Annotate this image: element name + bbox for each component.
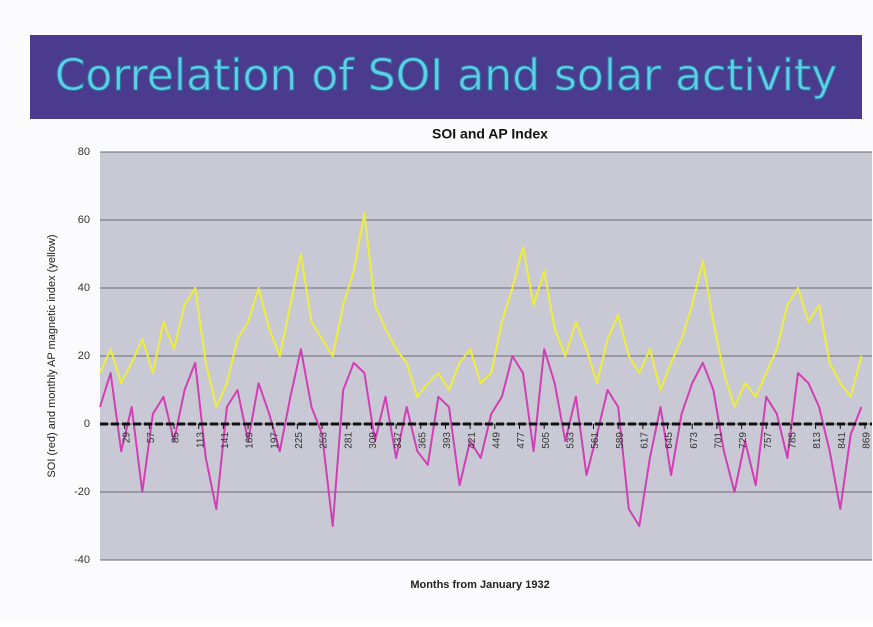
series-line [99, 212, 863, 408]
y-tick-label: 80 [78, 146, 90, 158]
x-tick-label: 533 [565, 432, 576, 449]
x-tick-label: 141 [220, 432, 231, 449]
y-tick-label: 60 [78, 214, 90, 226]
x-tick-label: 505 [541, 432, 552, 449]
x-tick-label: 645 [664, 432, 675, 449]
x-tick-label: 589 [615, 432, 626, 449]
y-axis-label: SOI (red) and monthly AP magnetic index … [46, 234, 58, 477]
x-tick-label: 225 [294, 432, 305, 449]
x-tick-label: 701 [714, 432, 725, 449]
x-tick-label: 869 [862, 432, 873, 449]
x-tick-label: 113 [195, 432, 206, 448]
x-tick-label: 477 [516, 432, 527, 449]
x-tick-label: 309 [368, 432, 379, 449]
series-line [99, 348, 863, 527]
x-tick-label: 169 [245, 432, 256, 449]
x-tick-label: 85 [171, 432, 182, 444]
x-tick-label: 841 [837, 432, 848, 449]
x-tick-label: 57 [146, 432, 157, 444]
x-tick-label: 29 [121, 432, 132, 444]
x-tick-label: 421 [467, 432, 478, 449]
y-tick-label: -40 [74, 554, 90, 566]
y-tick-label: 0 [84, 418, 90, 430]
chart-title: SOI and AP Index [432, 126, 548, 142]
x-tick-label: 561 [590, 432, 601, 449]
x-tick-label: 393 [442, 432, 453, 449]
x-tick-label: 785 [788, 432, 799, 449]
x-tick-label: 253 [319, 432, 330, 449]
x-axis-label: Months from January 1932 [410, 579, 549, 591]
y-tick-label: -20 [74, 486, 90, 498]
x-tick-label: 757 [763, 432, 774, 449]
x-tick-label: 673 [689, 432, 700, 449]
x-tick-label: 337 [393, 432, 404, 449]
x-tick-label: 197 [269, 432, 280, 449]
y-tick-label: 40 [78, 282, 90, 294]
banner [30, 35, 862, 119]
y-tick-label: 20 [78, 350, 90, 362]
x-tick-label: 365 [417, 432, 428, 449]
x-tick-label: 617 [640, 432, 651, 449]
x-tick-label: 449 [491, 432, 502, 449]
banner-title: Correlation of SOI and solar activity [55, 50, 838, 101]
x-tick-label: 729 [738, 432, 749, 449]
x-tick-label: 813 [812, 432, 823, 449]
x-tick-label: 281 [343, 432, 354, 449]
